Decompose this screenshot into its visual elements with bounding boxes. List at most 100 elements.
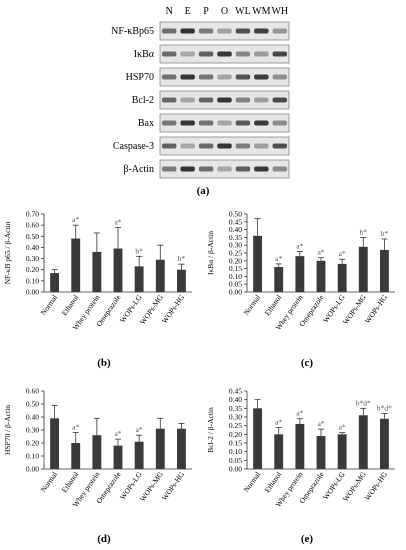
blot-row-label: Bcl-2 — [132, 95, 154, 106]
blot-band — [254, 74, 269, 80]
y-tick-label: 0.20 — [26, 439, 39, 448]
y-tick-label: 0.50 — [26, 400, 39, 409]
y-axis-label: NF-κB p65 / β-Actin — [3, 221, 12, 284]
blot-caption: (a) — [197, 185, 210, 197]
y-tick-label: 0.30 — [26, 254, 39, 263]
blot-band — [180, 51, 195, 57]
blot-band — [272, 97, 287, 103]
blot-lane-label: O — [221, 6, 228, 17]
blot-lane-label: P — [203, 6, 209, 17]
x-tick-label: Ethanol — [263, 293, 284, 317]
blot-band — [235, 28, 251, 34]
blot-band — [217, 74, 232, 80]
bar-whey-protein — [92, 435, 102, 469]
bar-normal — [253, 235, 263, 292]
blot-band — [162, 28, 177, 34]
y-tick-label: 0.30 — [26, 426, 39, 435]
blot-rows: NF-κBp65 IκBα HSP70 Bcl-2 Bax Caspase-3 β-Acti… — [111, 21, 290, 179]
bar-omeprazole — [113, 248, 123, 292]
y-tick-label: 0.00 — [26, 465, 39, 474]
significance-label: b*d* — [377, 404, 392, 413]
y-tick-label: 0.40 — [229, 225, 242, 234]
y-tick-label: 0.20 — [26, 265, 39, 274]
blot-band — [198, 28, 214, 34]
blot-band — [217, 143, 232, 149]
blot-band — [235, 97, 251, 103]
blot-band — [235, 120, 251, 126]
blot-band — [254, 120, 269, 126]
y-tick-label: 0.00 — [229, 288, 242, 297]
blot-band — [235, 51, 251, 57]
blot-band — [217, 28, 232, 34]
blot-band — [180, 166, 195, 172]
blot-band — [254, 51, 269, 57]
blot-band — [254, 97, 269, 103]
bar-wops-lg — [337, 263, 347, 292]
bar-omeprazole — [316, 436, 326, 469]
blot-band — [198, 166, 214, 172]
significance-label: a* — [72, 423, 79, 432]
significance-label: a* — [317, 419, 324, 428]
x-tick-label: Ethanol — [60, 293, 81, 317]
blot-band — [254, 28, 269, 34]
bar-wops-lg — [337, 434, 347, 469]
blot-band — [180, 97, 195, 103]
significance-label: a* — [114, 217, 121, 226]
y-tick-label: 0.35 — [229, 404, 242, 413]
y-tick-label: 0.10 — [229, 447, 242, 456]
blot-row-label: IκBα — [134, 49, 155, 60]
y-tick-label: 0.45 — [229, 217, 242, 226]
blot-band — [198, 51, 214, 57]
blot-band — [198, 120, 214, 126]
significance-label: a* — [275, 254, 282, 263]
y-axis-label: IκBα / β-Actin — [206, 231, 215, 275]
y-tick-label: 0.25 — [229, 249, 242, 258]
blot-row-label: β-Actin — [123, 164, 154, 175]
blot-lane-label: E — [185, 6, 191, 17]
bar-whey-protein — [295, 256, 305, 292]
caption-row-top: (b) (c) — [97, 357, 313, 369]
bar-omeprazole — [316, 260, 326, 292]
blot-band — [162, 120, 177, 126]
bar-wops-hg — [176, 269, 186, 292]
blot-band — [180, 120, 195, 126]
y-tick-label: 0.25 — [229, 421, 242, 430]
blot-band — [254, 143, 269, 149]
significance-label: b*d* — [356, 398, 371, 407]
blot-row-label: HSP70 — [126, 72, 154, 83]
blot-band — [272, 74, 287, 80]
y-tick-label: 0.05 — [229, 456, 242, 465]
chart-hsp70: 0.00 0.10 0.20 0.30 0.40 0.50 0.60 HSP70 / β-Ac… — [3, 387, 192, 509]
bar-wops-lg — [134, 266, 144, 292]
y-tick-label: 0.05 — [229, 280, 242, 289]
y-tick-label: 0.35 — [229, 233, 242, 242]
blot-band — [272, 166, 287, 172]
bar-ethanol — [71, 443, 81, 469]
western-blot-figure: N E P O WL WM WH NF-κBp65 IκBα HSP70 Bcl-2 Bax Casp… — [111, 6, 290, 197]
blot-band — [272, 120, 287, 126]
bar-wops-hg — [176, 428, 186, 469]
y-tick-label: 0.40 — [229, 395, 242, 404]
bar-normal — [50, 418, 60, 469]
chart-caption-d: (d) — [97, 533, 111, 545]
blot-band — [235, 143, 251, 149]
blot-band — [162, 166, 177, 172]
blot-band — [217, 97, 232, 103]
chart-bcl2: 0.000.050.100.150.200.250.300.350.400.45… — [206, 387, 395, 509]
y-tick-label: 0.20 — [229, 430, 242, 439]
blot-band — [217, 51, 232, 57]
y-tick-label: 0.00 — [229, 465, 242, 474]
significance-label: b* — [381, 229, 389, 238]
y-tick-label: 0.45 — [229, 387, 242, 396]
y-tick-label: 0.50 — [26, 232, 39, 241]
bar-wops-hg — [379, 418, 389, 469]
blot-row-label: Bax — [138, 118, 154, 129]
blot-band — [180, 74, 195, 80]
blot-lane-label: N — [166, 6, 173, 17]
blot-lane-label: WH — [271, 6, 288, 17]
western-blot-panel: N E P O WL WM WH NF-κBp65 IκBα HSP70 Bcl-2 Bax Casp… — [0, 0, 406, 200]
blot-band — [198, 97, 214, 103]
significance-label: a* — [114, 429, 121, 438]
bar-ethanol — [274, 267, 284, 292]
y-tick-label: 0.40 — [26, 413, 39, 422]
